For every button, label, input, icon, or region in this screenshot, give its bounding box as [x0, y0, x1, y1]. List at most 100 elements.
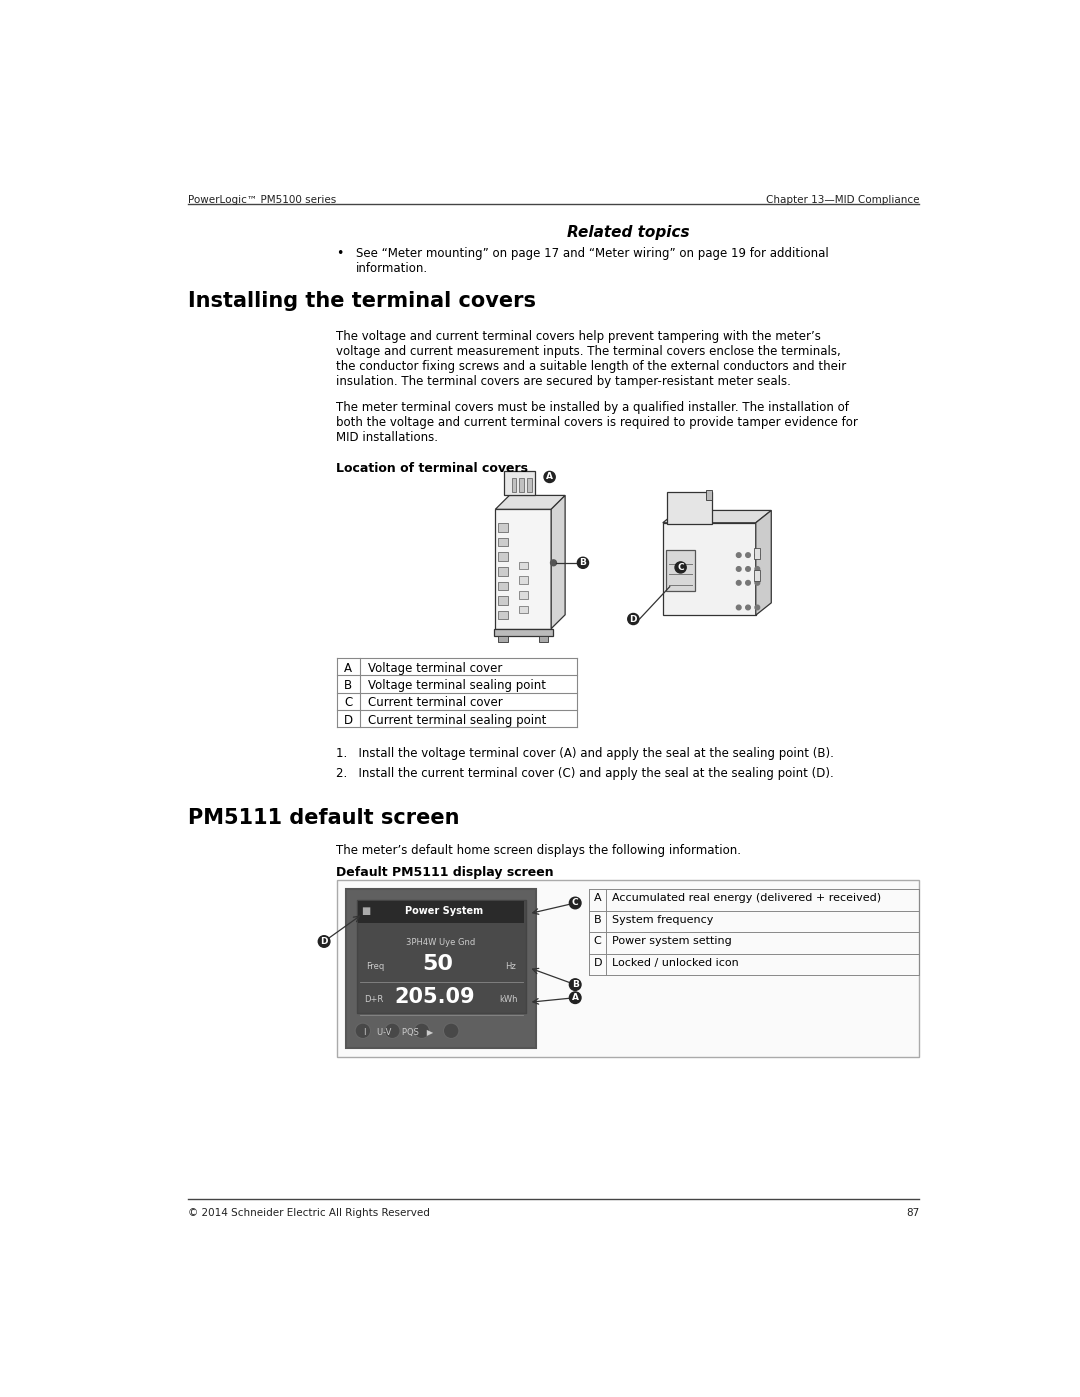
Text: System frequency: System frequency: [612, 915, 714, 925]
Bar: [754, 570, 760, 581]
Text: B: B: [571, 981, 579, 989]
Text: D: D: [321, 937, 328, 946]
Bar: [519, 478, 524, 492]
Circle shape: [737, 605, 741, 609]
Text: The voltage and current terminal covers help prevent tampering with the meter’s: The voltage and current terminal covers …: [337, 330, 822, 342]
Circle shape: [578, 557, 589, 569]
Circle shape: [755, 553, 759, 557]
Circle shape: [414, 1023, 430, 1038]
Bar: [346, 888, 537, 1048]
Text: •: •: [337, 247, 343, 260]
Bar: [512, 478, 516, 492]
Circle shape: [737, 553, 741, 557]
Circle shape: [737, 567, 741, 571]
Text: 205.09: 205.09: [394, 986, 475, 1007]
Polygon shape: [756, 510, 771, 615]
Text: insulation. The terminal covers are secured by tamper-resistant meter seals.: insulation. The terminal covers are secu…: [337, 374, 792, 388]
Bar: [663, 522, 756, 615]
Text: kWh: kWh: [499, 995, 517, 1003]
Text: C: C: [572, 898, 579, 908]
Text: Chapter 13—MID Compliance: Chapter 13—MID Compliance: [766, 194, 919, 204]
Bar: [754, 548, 760, 559]
Bar: [499, 567, 508, 576]
Text: Related topics: Related topics: [567, 225, 689, 240]
Circle shape: [675, 562, 686, 573]
Circle shape: [627, 613, 639, 624]
Text: D: D: [593, 958, 602, 968]
Text: Power System: Power System: [405, 905, 483, 915]
Text: A: A: [345, 662, 352, 675]
Circle shape: [745, 567, 751, 571]
Bar: [667, 492, 713, 524]
Text: D: D: [630, 615, 637, 623]
Text: PowerLogic™ PM5100 series: PowerLogic™ PM5100 series: [188, 194, 336, 204]
Bar: [499, 637, 508, 643]
Bar: [496, 510, 551, 629]
Circle shape: [745, 581, 751, 585]
Text: © 2014 Schneider Electric All Rights Reserved: © 2014 Schneider Electric All Rights Res…: [188, 1208, 430, 1218]
Circle shape: [755, 581, 759, 585]
Bar: [356, 900, 526, 1013]
Polygon shape: [551, 496, 565, 629]
Text: B: B: [594, 915, 602, 925]
Text: C: C: [594, 936, 602, 947]
Bar: [518, 591, 528, 598]
Circle shape: [745, 605, 751, 609]
Bar: [499, 552, 508, 560]
Bar: [499, 610, 508, 619]
Text: See “Meter mounting” on page 17 and “Meter wiring” on page 19 for additional: See “Meter mounting” on page 17 and “Met…: [356, 247, 828, 260]
Text: C: C: [345, 696, 352, 710]
Text: 1.   Install the voltage terminal cover (A) and apply the seal at the sealing po: 1. Install the voltage terminal cover (A…: [337, 747, 835, 760]
Text: ■: ■: [362, 905, 370, 915]
Text: 2.   Install the current terminal cover (C) and apply the seal at the sealing po: 2. Install the current terminal cover (C…: [337, 767, 834, 781]
Circle shape: [384, 1023, 400, 1038]
Text: A: A: [594, 893, 602, 904]
Bar: [499, 538, 508, 546]
Text: Accumulated real energy (delivered + received): Accumulated real energy (delivered + rec…: [612, 893, 881, 904]
Bar: [499, 597, 508, 605]
Text: C: C: [677, 563, 684, 571]
Polygon shape: [663, 510, 771, 522]
Text: Freq: Freq: [366, 961, 384, 971]
Text: Locked / unlocked icon: Locked / unlocked icon: [612, 958, 739, 968]
Text: B: B: [345, 679, 352, 692]
Text: 87: 87: [906, 1208, 919, 1218]
Text: The meter’s default home screen displays the following information.: The meter’s default home screen displays…: [337, 844, 742, 858]
Circle shape: [745, 553, 751, 557]
Bar: [504, 471, 535, 496]
Bar: [706, 490, 713, 500]
Text: Current terminal cover: Current terminal cover: [367, 696, 502, 710]
Bar: [499, 522, 508, 532]
Text: Power system setting: Power system setting: [612, 936, 732, 947]
Circle shape: [569, 992, 581, 1003]
Circle shape: [755, 567, 759, 571]
Text: A: A: [546, 472, 553, 482]
Text: Voltage terminal sealing point: Voltage terminal sealing point: [367, 679, 545, 692]
Bar: [494, 629, 553, 637]
Bar: [518, 605, 528, 613]
Text: the conductor fixing screws and a suitable length of the external conductors and: the conductor fixing screws and a suitab…: [337, 360, 847, 373]
Circle shape: [569, 979, 581, 990]
Text: Installing the terminal covers: Installing the terminal covers: [188, 291, 536, 312]
Bar: [518, 577, 528, 584]
Circle shape: [544, 471, 555, 482]
Circle shape: [755, 605, 759, 609]
Text: 50: 50: [422, 954, 453, 974]
Bar: [539, 637, 548, 643]
Bar: [527, 478, 531, 492]
Text: MID installations.: MID installations.: [337, 432, 438, 444]
Circle shape: [319, 936, 329, 947]
Text: Hz: Hz: [505, 961, 516, 971]
Text: voltage and current measurement inputs. The terminal covers enclose the terminal: voltage and current measurement inputs. …: [337, 345, 841, 358]
Text: Location of terminal covers: Location of terminal covers: [337, 462, 528, 475]
Circle shape: [551, 560, 556, 566]
Text: Voltage terminal cover: Voltage terminal cover: [367, 662, 502, 675]
Text: PM5111 default screen: PM5111 default screen: [188, 807, 459, 827]
Circle shape: [569, 897, 581, 909]
Text: The meter terminal covers must be installed by a qualified installer. The instal: The meter terminal covers must be instal…: [337, 401, 849, 415]
Polygon shape: [496, 496, 565, 510]
Text: Current terminal sealing point: Current terminal sealing point: [367, 714, 545, 726]
Text: information.: information.: [356, 263, 428, 275]
Text: A: A: [571, 993, 579, 1002]
Text: I    U-V    PQS   ▶: I U-V PQS ▶: [364, 1028, 434, 1037]
